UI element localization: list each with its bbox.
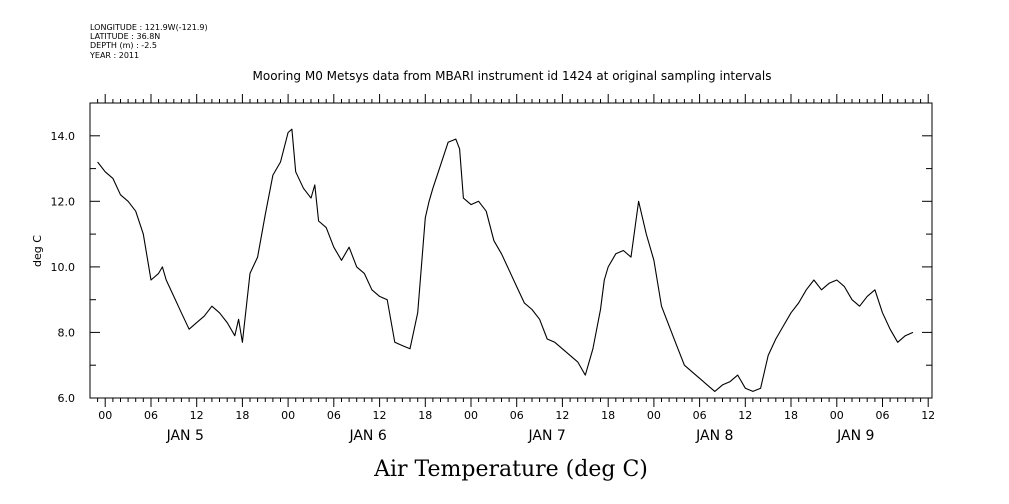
x-tick-label: 00 <box>830 409 844 422</box>
day-label: JAN 5 <box>166 428 204 444</box>
axis-ticks <box>90 94 932 407</box>
x-tick-label: 18 <box>784 409 798 422</box>
x-tick-label: 00 <box>98 409 112 422</box>
y-axis-label: deg C <box>31 235 44 267</box>
x-tick-label: 12 <box>190 409 204 422</box>
x-tick-labels: 00 06 12 18 00 06 12 18 00 06 12 18 00 06 12 18 00 06 12 <box>98 409 935 422</box>
x-tick-label: 00 <box>464 409 478 422</box>
x-tick-label: 06 <box>144 409 158 422</box>
y-tick-label: 10.0 <box>51 261 76 274</box>
day-label: JAN 9 <box>836 428 874 444</box>
day-label: JAN 8 <box>695 428 733 444</box>
x-tick-label: 06 <box>510 409 524 422</box>
chart-title: Mooring M0 Metsys data from MBARI instru… <box>253 69 772 83</box>
x-tick-label: 12 <box>555 409 569 422</box>
x-tick-label: 06 <box>875 409 889 422</box>
x-tick-label: 12 <box>738 409 752 422</box>
x-tick-label: 18 <box>601 409 615 422</box>
longitude-label: LONGITUDE : 121.9W(-121.9) <box>90 23 208 32</box>
x-tick-label: 18 <box>418 409 432 422</box>
y-tick-labels: 6.0 8.0 10.0 12.0 14.0 <box>51 130 76 405</box>
x-tick-label: 18 <box>235 409 249 422</box>
x-tick-label: 12 <box>373 409 387 422</box>
y-tick-label: 12.0 <box>51 195 76 208</box>
y-tick-label: 6.0 <box>58 392 76 405</box>
day-label: JAN 6 <box>348 428 386 444</box>
day-label: JAN 7 <box>528 428 566 444</box>
x-tick-label: 12 <box>921 409 935 422</box>
year-label: YEAR : 2011 <box>89 51 139 60</box>
day-labels: JAN 5 JAN 6 JAN 7 JAN 8 JAN 9 <box>166 428 875 444</box>
x-tick-label: 00 <box>647 409 661 422</box>
x-tick-label: 06 <box>327 409 341 422</box>
y-tick-label: 14.0 <box>51 130 76 143</box>
x-axis-label: Air Temperature (deg C) <box>373 457 648 482</box>
air-temperature-series-line <box>97 128 914 392</box>
y-tick-label: 8.0 <box>58 326 76 339</box>
depth-label: DEPTH (m) : -2.5 <box>90 41 157 50</box>
latitude-label: LATITUDE : 36.8N <box>90 32 160 41</box>
x-tick-label: 06 <box>693 409 707 422</box>
plot-frame <box>89 102 933 399</box>
x-tick-label: 00 <box>281 409 295 422</box>
